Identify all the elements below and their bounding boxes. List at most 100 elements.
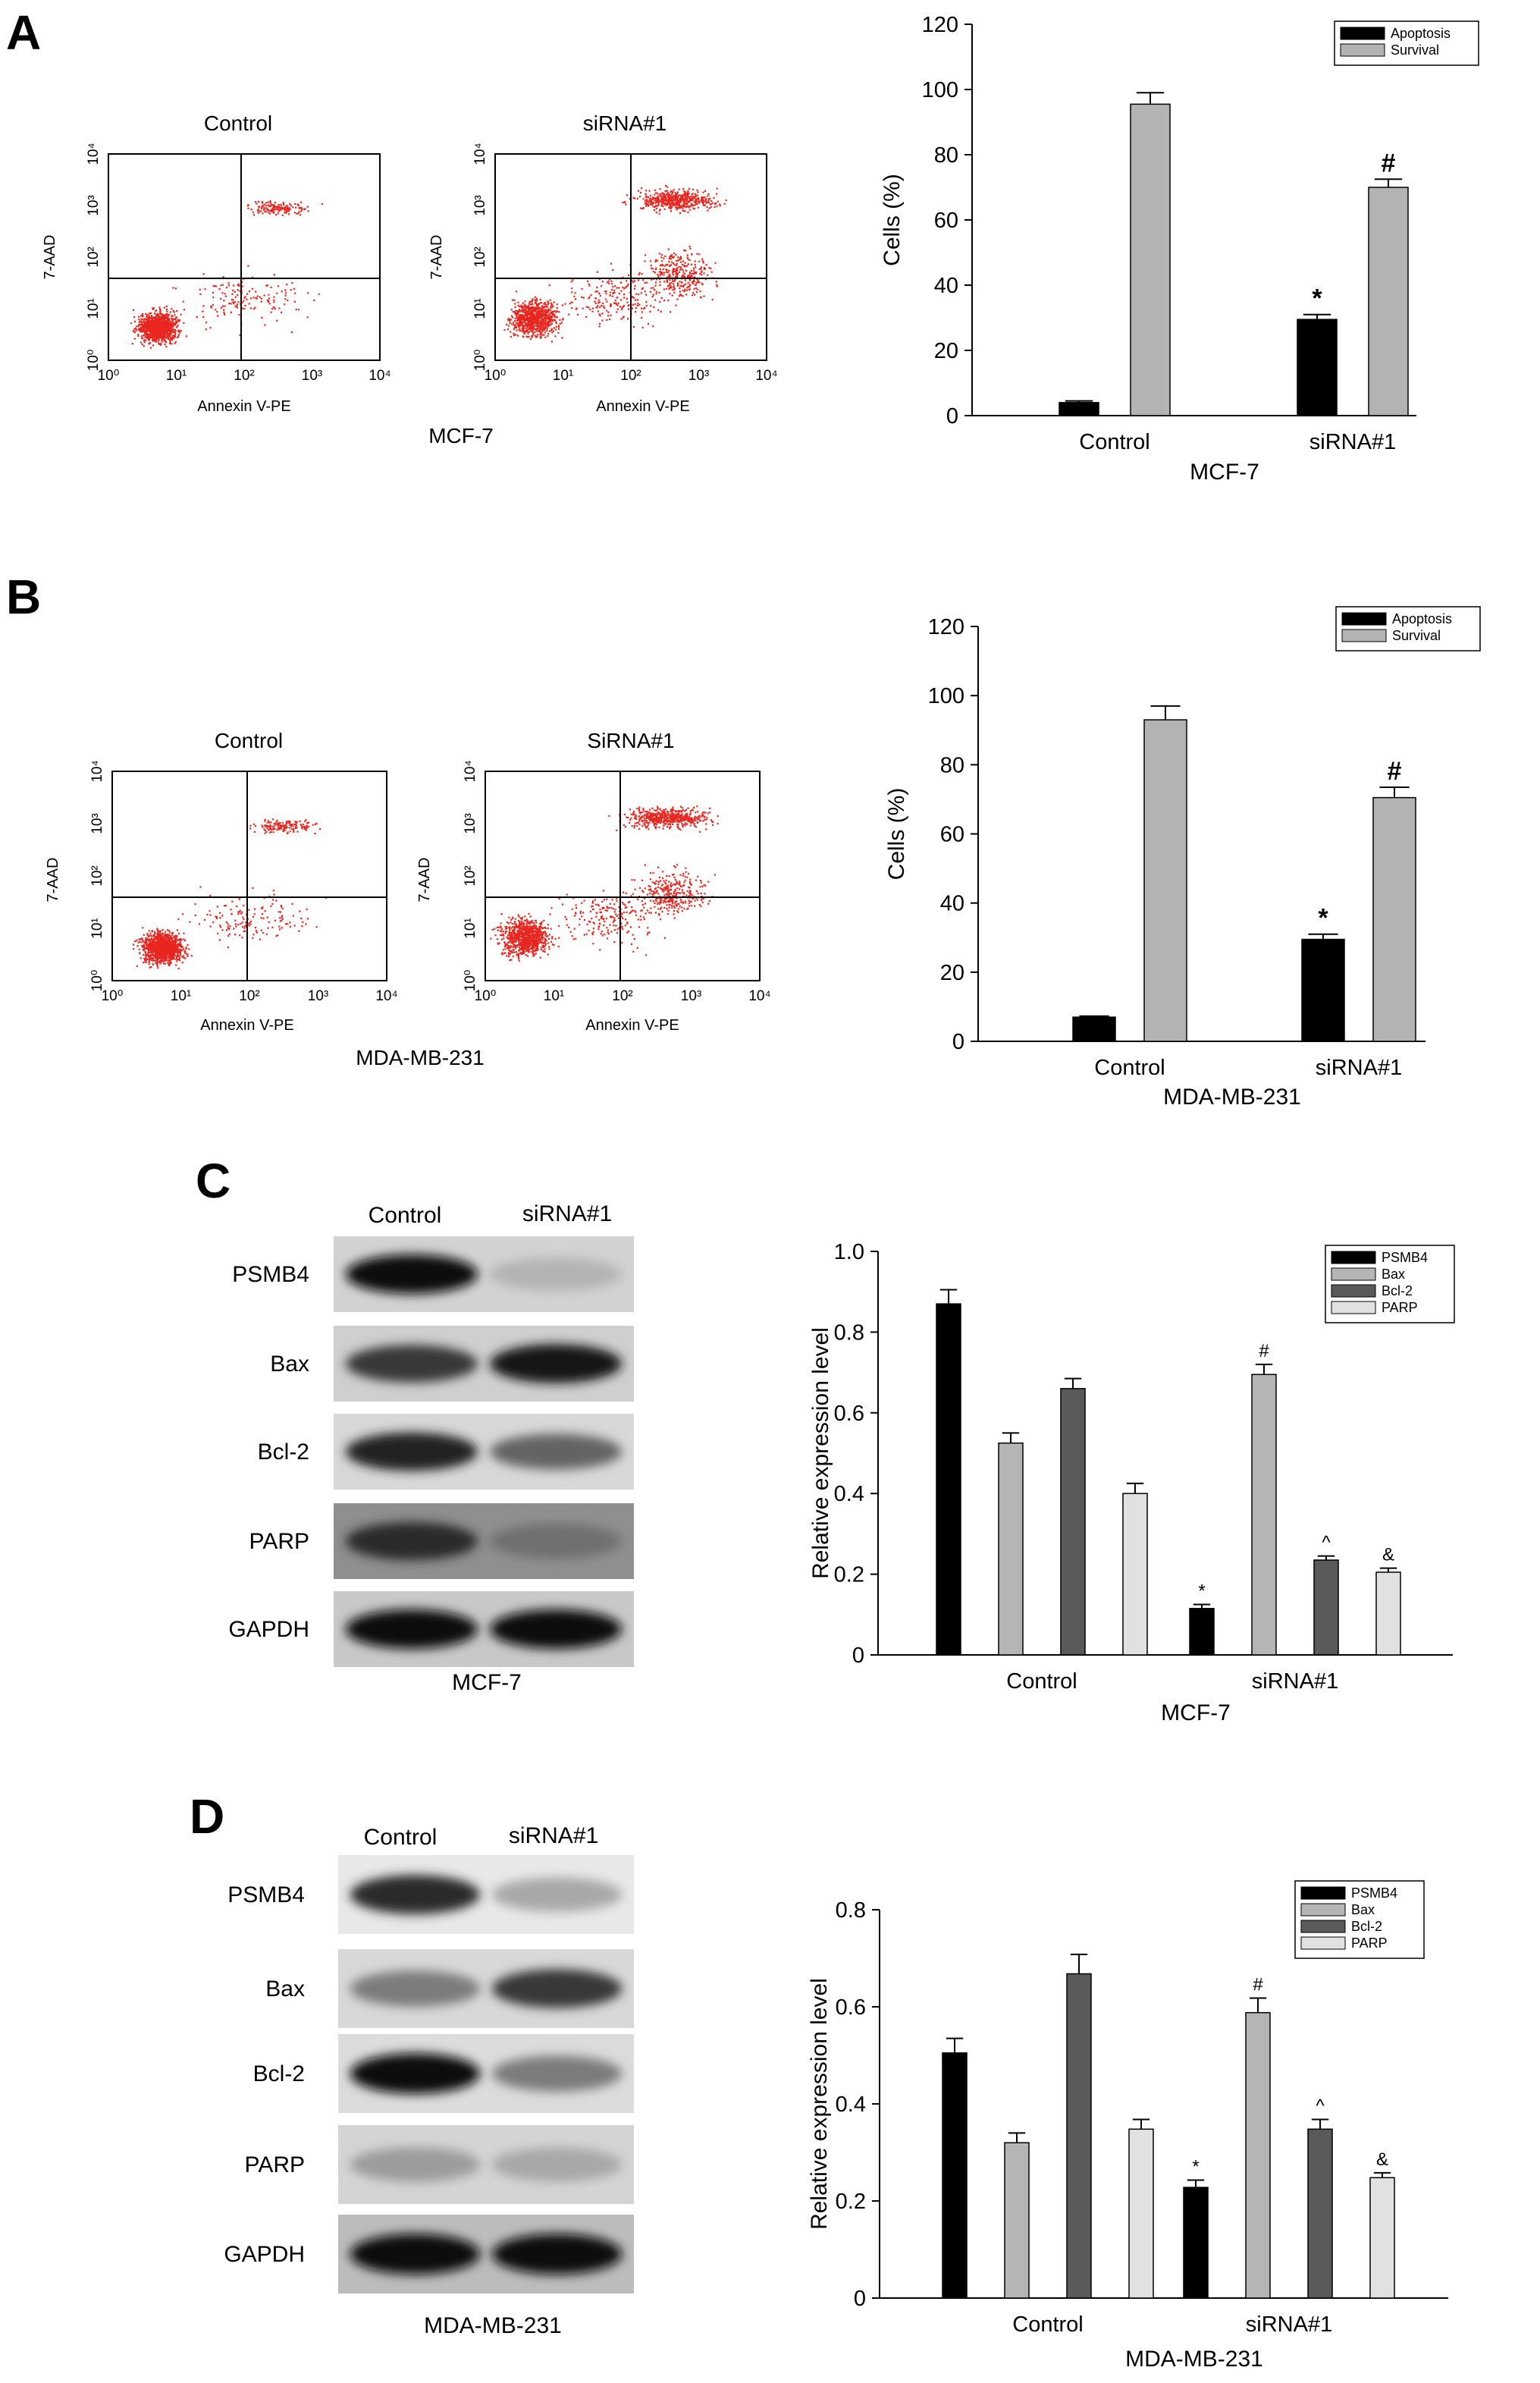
flow-x-tick-label: 10¹ — [166, 368, 187, 384]
x-tick-label: siRNA#1 — [1316, 1056, 1402, 1080]
y-axis-label: Cells (%) — [884, 788, 909, 881]
blot-band — [350, 2147, 481, 2182]
panel-label-a: A — [6, 5, 42, 60]
legend-swatch — [1331, 1301, 1376, 1314]
blot-cell-line-c: MCF-7 — [452, 1670, 522, 1695]
blot-band — [345, 1521, 478, 1561]
event-dots — [130, 200, 323, 349]
blot-band — [491, 2234, 623, 2275]
blot-protein-label: GAPDH — [224, 2242, 305, 2267]
flow-plot-frame — [108, 153, 381, 361]
blot-strip — [334, 1503, 634, 1579]
flow-x-tick-label: 10¹ — [171, 988, 191, 1004]
event-dots — [490, 805, 719, 962]
blot-band — [491, 2055, 623, 2092]
flow-plot-title: Control — [215, 729, 283, 752]
bar-bax — [1251, 1374, 1277, 1656]
flow-y-tick-label: 10⁴ — [86, 143, 102, 165]
blot-band — [491, 1877, 623, 1912]
flow-x-tick-label: 10¹ — [544, 988, 564, 1004]
flow-x-tick-label: 10² — [234, 368, 254, 384]
blot-band — [350, 1875, 481, 1914]
blot-lane-label: siRNA#1 — [509, 1823, 598, 1848]
blot-band — [350, 2053, 481, 2094]
flow-x-tick-label: 10² — [620, 368, 641, 384]
legend-swatch — [1300, 1936, 1346, 1950]
flow-ylabel: 7-AAD — [428, 235, 445, 280]
flow-dots — [503, 184, 727, 343]
bar-bcl2 — [1066, 1973, 1092, 2299]
bar-parp — [1122, 1493, 1148, 1656]
y-tick-label: 0.2 — [834, 1563, 864, 1587]
bar-survival — [1368, 187, 1409, 416]
y-tick-label: 0 — [952, 1030, 964, 1054]
x-tick-label: Control — [1006, 1669, 1077, 1694]
blot-band — [350, 1970, 481, 2007]
legend-label: Survival — [1392, 628, 1441, 643]
significance-mark: * — [1192, 2156, 1199, 2177]
significance-mark: * — [1312, 284, 1322, 313]
flow-plot-title: siRNA#1 — [583, 111, 666, 135]
flow-x-tick-label: 10⁴ — [369, 368, 390, 384]
blot-band — [491, 1969, 623, 2008]
blot-protein-label: PSMB4 — [232, 1262, 309, 1287]
blot-lane-label: siRNA#1 — [522, 1201, 612, 1226]
y-axis-label: Cells (%) — [880, 174, 905, 266]
legend-swatch — [1341, 612, 1387, 626]
flow-y-tick-label: 10¹ — [86, 298, 102, 319]
blot-band — [491, 2147, 623, 2182]
event-dots — [132, 818, 328, 970]
significance-mark: ^ — [1322, 1533, 1331, 1553]
bar-survival — [1372, 796, 1416, 1042]
blot-band — [345, 1432, 478, 1471]
bar-psmb4 — [1183, 2187, 1209, 2299]
flow-dots — [130, 200, 323, 349]
blot-band — [489, 1433, 623, 1470]
significance-mark: # — [1253, 1974, 1263, 1995]
blot-band — [345, 1609, 478, 1649]
flow-xlabel: Annexin V-PE — [197, 398, 290, 415]
flow-xlabel: Annexin V-PE — [585, 1017, 679, 1034]
significance-mark: * — [1198, 1581, 1205, 1602]
x-axis-label: MDA-MB-231 — [1163, 1085, 1301, 1110]
bar-chart-c: 0 0.2 0.4 0.6 0.8 1.0 Relative expression leve… — [808, 1240, 1455, 1725]
x-axis-label: MDA-MB-231 — [1125, 2347, 1263, 2372]
legend-swatch — [1300, 1886, 1346, 1900]
bar-bcl2 — [1307, 2128, 1333, 2299]
flow-plot-title: SiRNA#1 — [587, 729, 674, 752]
bar-bax — [1245, 2011, 1271, 2299]
bar-survival — [1130, 103, 1171, 416]
legend-label: Bax — [1351, 1902, 1375, 1917]
x-tick-label: siRNA#1 — [1252, 1669, 1338, 1694]
y-tick-label: 0.2 — [836, 2190, 866, 2214]
y-tick-label: 20 — [940, 961, 964, 985]
y-axis-label: Relative expression level — [807, 1978, 832, 2230]
y-tick-label: 0.6 — [834, 1402, 864, 1426]
x-axis-label: MCF-7 — [1190, 460, 1259, 485]
bar-chart-d: 0 0.2 0.4 0.6 0.8 Relative expression level Co… — [807, 1880, 1448, 2372]
bar-bcl2 — [1313, 1559, 1339, 1656]
y-tick-label: 80 — [934, 143, 958, 168]
significance-mark: # — [1382, 149, 1396, 177]
x-axis-label: MCF-7 — [1161, 1700, 1231, 1725]
y-axis-label: Relative expression level — [808, 1327, 833, 1579]
bar-apoptosis — [1059, 402, 1099, 416]
flow-y-tick-label: 10² — [89, 865, 105, 886]
blot-band — [350, 2234, 481, 2275]
y-tick-label: 0.4 — [836, 2093, 866, 2117]
significance-mark: & — [1376, 2149, 1388, 2170]
legend-swatch — [1340, 27, 1385, 40]
legend-label: PARP — [1351, 1936, 1388, 1951]
event-dots — [503, 184, 727, 343]
bar-parp — [1369, 2177, 1395, 2299]
flow-x-tick-label: 10³ — [302, 368, 322, 384]
blot-strip — [338, 2125, 634, 2204]
legend-swatch — [1341, 629, 1387, 642]
flow-dots — [490, 805, 719, 962]
blot-band — [345, 1254, 478, 1294]
blot-band — [345, 1345, 478, 1383]
blot-strip — [338, 2215, 634, 2294]
